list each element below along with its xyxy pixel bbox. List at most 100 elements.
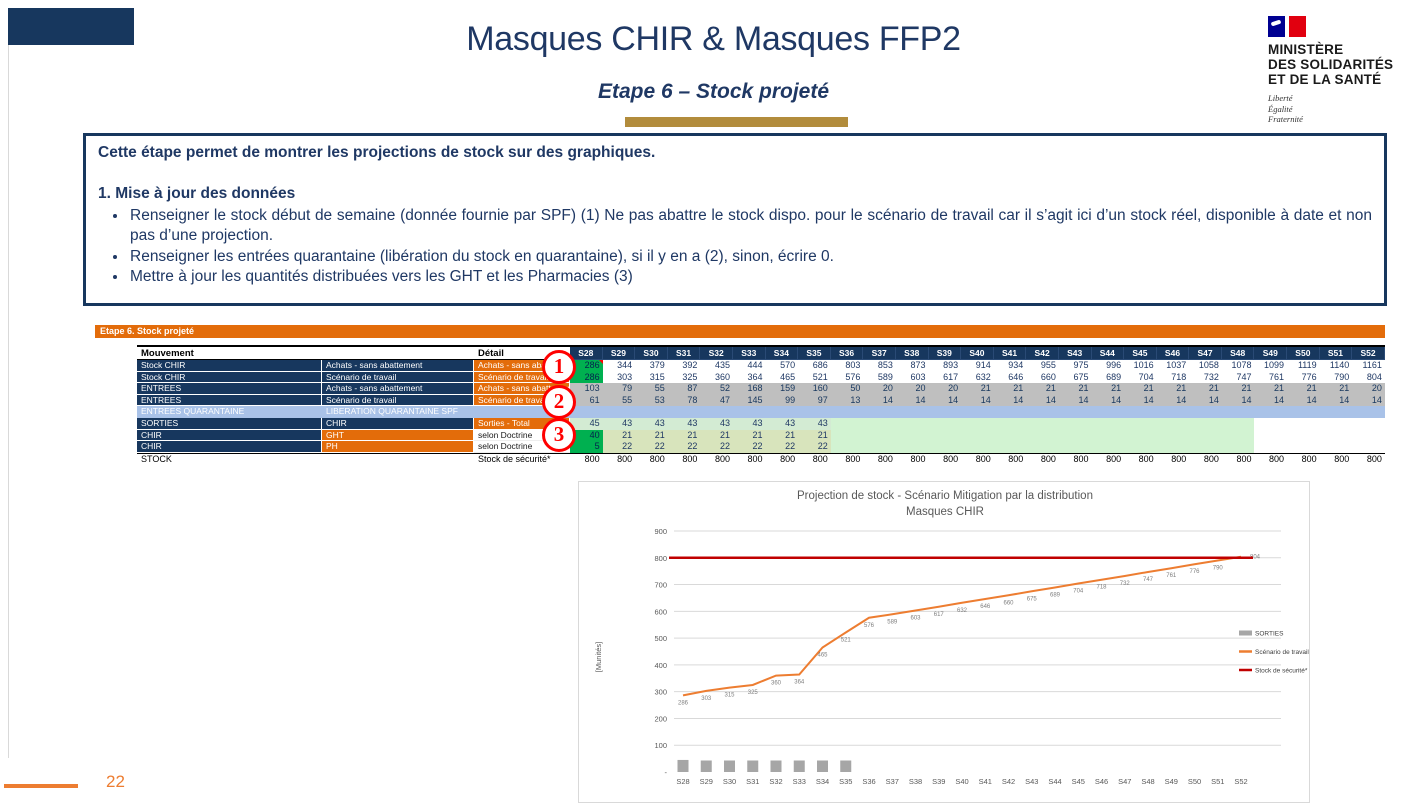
value-cell: 43 (667, 417, 701, 430)
value-cell: 800 (1124, 452, 1157, 465)
value-cell: 160 (798, 383, 831, 395)
legend: SORTIES Scénario de travail Stock de sécur… (1239, 630, 1309, 675)
value-cell: 20 (928, 383, 962, 395)
svg-text:S30: S30 (723, 777, 736, 786)
svg-text:776: 776 (1189, 569, 1200, 575)
svg-text:400: 400 (654, 661, 667, 670)
value-cell: 589 (863, 371, 896, 384)
value-cell (570, 406, 603, 418)
column-header-mouvement: Mouvement (137, 347, 322, 360)
value-cell (993, 417, 1027, 430)
svg-text:S33: S33 (793, 777, 806, 786)
value-cell (1221, 406, 1255, 418)
value-cell: 1016 (1124, 360, 1157, 372)
value-cell (928, 417, 962, 430)
value-cell: 21 (667, 429, 701, 442)
value-cell (928, 429, 962, 442)
value-cell: 800 (1058, 452, 1092, 465)
ministry-name-line: ET DE LA SANTÉ (1268, 72, 1382, 87)
svg-text:646: 646 (980, 604, 991, 610)
value-cell: 103 (570, 383, 603, 395)
week-header-cell: S36 (830, 347, 864, 360)
value-cell: 379 (635, 360, 668, 372)
value-cell (928, 441, 962, 453)
value-cell: 704 (1124, 371, 1157, 384)
footer-accent-dash (4, 784, 78, 788)
instructions-heading: 1. Mise à jour des données (98, 185, 296, 203)
svg-text:S37: S37 (886, 777, 899, 786)
value-cell: 43 (798, 417, 831, 430)
week-header-cell: S45 (1124, 347, 1157, 360)
row-detail-cell: Stock de sécurité* (474, 452, 570, 465)
value-cell: 61 (570, 394, 603, 407)
value-cell (830, 406, 864, 418)
value-cell (1091, 441, 1125, 453)
value-cell (1026, 429, 1059, 442)
value-cell: 21 (732, 429, 766, 442)
value-cell: 465 (765, 371, 799, 384)
value-cell (667, 406, 701, 418)
value-cell (1319, 441, 1353, 453)
value-cell: 40 (570, 429, 603, 442)
axis-labels: - 100 200 300 400 500 600 700 800 900 S28 S29 S30 S31… (594, 527, 1248, 786)
svg-text:300: 300 (654, 688, 667, 697)
value-cell (1189, 417, 1222, 430)
svg-text:900: 900 (654, 527, 667, 536)
value-cell: 22 (798, 441, 831, 453)
value-cell (830, 417, 864, 430)
value-cell: 20 (895, 383, 929, 395)
svg-text:S39: S39 (932, 777, 945, 786)
row-label-cell: STOCK (137, 452, 322, 465)
value-cell: 364 (732, 371, 766, 384)
value-cell: 392 (667, 360, 701, 372)
value-cell: 1099 (1254, 360, 1288, 372)
row-label-cell: Stock CHIR (137, 371, 322, 384)
value-cell (1287, 417, 1320, 430)
callout-circle-2: 2 (542, 385, 576, 419)
stock-projection-chart: Projection de stock - Scénario Mitigatio… (578, 481, 1310, 803)
week-header-cell: S33 (732, 347, 766, 360)
chart-subtitle: Masques CHIR (906, 506, 984, 518)
corner-decoration (8, 8, 134, 45)
value-cell: 800 (928, 452, 962, 465)
week-header-cell: S52 (1352, 347, 1385, 360)
row-category-cell: GHT (322, 429, 474, 442)
value-cell: 43 (732, 417, 766, 430)
value-cell: 45 (570, 417, 603, 430)
value-cell (1026, 417, 1059, 430)
svg-text:576: 576 (864, 623, 875, 629)
svg-text:600: 600 (654, 607, 667, 616)
row-category-cell: Scénario de travail (322, 394, 474, 407)
instructions-intro: Cette étape permet de montrer les projec… (98, 144, 656, 161)
value-cell (1156, 441, 1190, 453)
svg-text:S44: S44 (1048, 777, 1061, 786)
value-cell: 790 (1319, 371, 1353, 384)
row-detail-cell: selon Doctrine (474, 429, 570, 442)
svg-text:589: 589 (887, 619, 898, 625)
value-cell (798, 406, 831, 418)
value-cell: 1119 (1287, 360, 1320, 372)
value-cell: 22 (700, 441, 733, 453)
svg-text:S51: S51 (1211, 777, 1224, 786)
page-subtitle: Etape 6 – Stock projeté (597, 80, 830, 103)
value-cell: 803 (830, 360, 864, 372)
value-cell: 800 (635, 452, 668, 465)
value-cell: 718 (1156, 371, 1190, 384)
value-cell (961, 417, 994, 430)
week-header-cell: S49 (1254, 347, 1288, 360)
value-cell: 800 (570, 452, 603, 465)
value-cell: 800 (1254, 452, 1288, 465)
value-cell: 1161 (1352, 360, 1385, 372)
svg-text:704: 704 (1073, 588, 1084, 594)
week-header-cell: S42 (1026, 347, 1059, 360)
value-cell: 344 (602, 360, 636, 372)
value-cell: 303 (602, 371, 636, 384)
value-cell (1058, 406, 1092, 418)
value-cell: 800 (1352, 452, 1385, 465)
svg-text:Stock de sécurité*: Stock de sécurité* (1255, 668, 1308, 675)
value-cell: 800 (993, 452, 1027, 465)
value-cell: 21 (798, 429, 831, 442)
row-category-cell: PH (322, 441, 474, 453)
value-cell (993, 429, 1027, 442)
value-cell: 14 (1156, 394, 1190, 407)
